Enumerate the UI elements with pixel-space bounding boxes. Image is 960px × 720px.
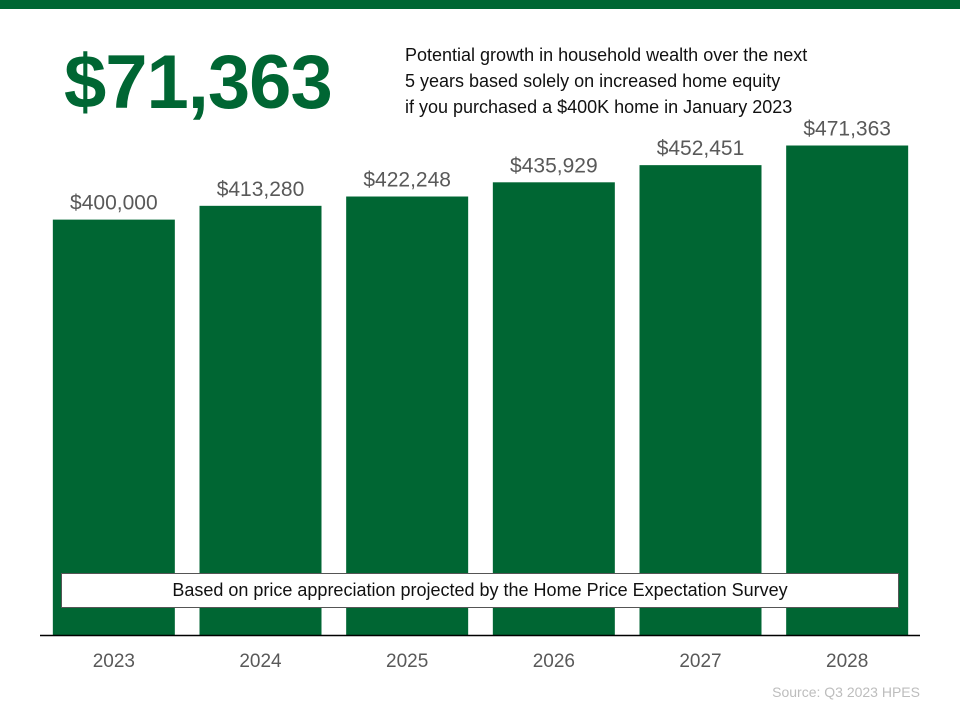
x-tick-2025: 2025: [386, 651, 428, 672]
data-label-2023: $400,000: [70, 192, 158, 215]
x-tick-2028: 2028: [826, 651, 868, 672]
data-label-2025: $422,248: [363, 169, 451, 192]
bar-2026: [492, 182, 615, 635]
bar-2028: [786, 145, 909, 635]
top-accent-bar: [0, 0, 960, 9]
headline-description: Potential growth in household wealth ove…: [405, 42, 925, 120]
source-note: Source: Q3 2023 HPES: [772, 684, 920, 700]
data-label-2026: $435,929: [510, 154, 598, 177]
x-tick-2023: 2023: [93, 651, 135, 672]
description-line-2: 5 years based solely on increased home e…: [405, 71, 781, 91]
bar-2023: [52, 219, 175, 635]
description-line-3: if you purchased a $400K home in January…: [405, 97, 793, 117]
bar-2027: [639, 165, 762, 635]
description-line-1: Potential growth in household wealth ove…: [405, 45, 808, 65]
x-tick-2024: 2024: [239, 651, 282, 672]
bar-2025: [346, 196, 469, 635]
data-label-2028: $471,363: [803, 118, 891, 141]
data-label-2027: $452,451: [657, 137, 745, 160]
bar-2024: [199, 205, 322, 635]
x-tick-2026: 2026: [533, 651, 575, 672]
data-label-2024: $413,280: [217, 178, 305, 201]
x-tick-2027: 2027: [679, 651, 721, 672]
methodology-note: Based on price appreciation projected by…: [61, 573, 899, 608]
headline-amount: $71,363: [64, 40, 333, 125]
